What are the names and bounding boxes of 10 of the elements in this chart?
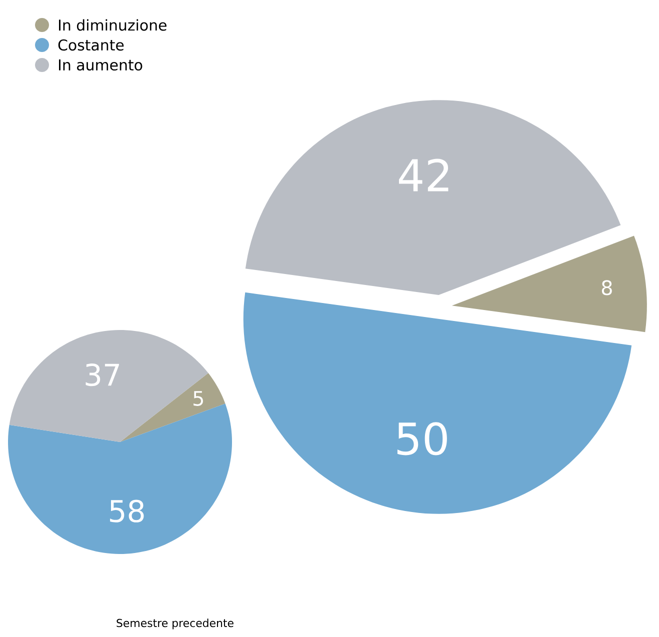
data-label: 8: [602, 280, 612, 296]
data-label: 37: [86, 363, 119, 386]
data-label: 58: [110, 500, 144, 522]
legend-label: Costante: [58, 39, 124, 51]
legend-label: In aumento: [58, 59, 142, 71]
legend-label: In diminuzione: [58, 19, 166, 31]
data-label: 50: [397, 422, 447, 456]
data-label: 42: [398, 158, 448, 192]
data-label: 5: [194, 391, 203, 406]
text: Semestre precedente: [116, 618, 234, 630]
